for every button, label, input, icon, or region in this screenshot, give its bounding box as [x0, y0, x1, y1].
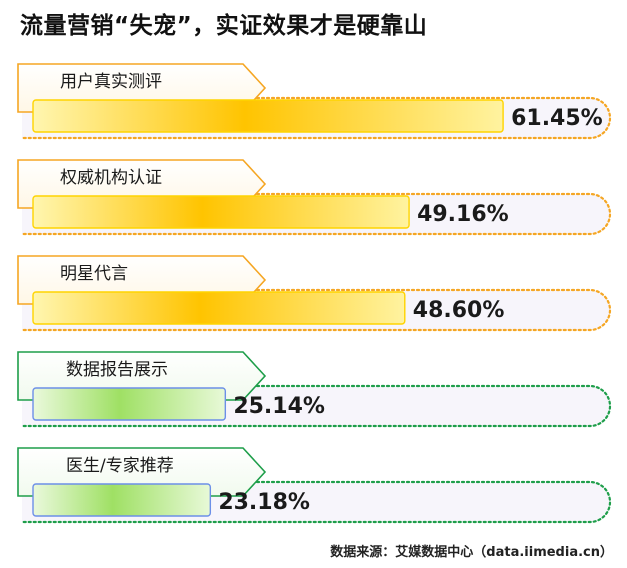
chart-row: 明星代言 48.60%: [17, 255, 612, 332]
category-label: 数据报告展示: [66, 360, 168, 380]
value-label: 61.45%: [511, 106, 603, 131]
value-bar: [32, 195, 410, 229]
source-note: 数据来源：艾媒数据中心（data.iimedia.cn）: [330, 545, 613, 560]
value-label: 25.14%: [233, 394, 325, 419]
category-label: 明星代言: [60, 264, 128, 284]
category-label: 权威机构认证: [60, 168, 162, 188]
category-label: 用户真实测评: [60, 72, 162, 92]
chart-row: 医生/专家推荐 23.18%: [17, 447, 612, 524]
value-bar: [32, 291, 406, 325]
chart-row: 权威机构认证 49.16%: [17, 159, 612, 236]
page-title: 流量营销“失宠”，实证效果才是硬靠山: [20, 13, 428, 39]
value-bar: [32, 483, 212, 517]
chart-row: 数据报告展示 25.14%: [17, 351, 612, 428]
value-label: 48.60%: [413, 298, 505, 323]
chart-row: 用户真实测评 61.45%: [17, 63, 612, 140]
value-bar: [32, 387, 227, 421]
value-label: 23.18%: [218, 490, 310, 515]
category-label: 医生/专家推荐: [66, 456, 174, 476]
value-bar: [32, 99, 504, 133]
value-label: 49.16%: [417, 202, 509, 227]
